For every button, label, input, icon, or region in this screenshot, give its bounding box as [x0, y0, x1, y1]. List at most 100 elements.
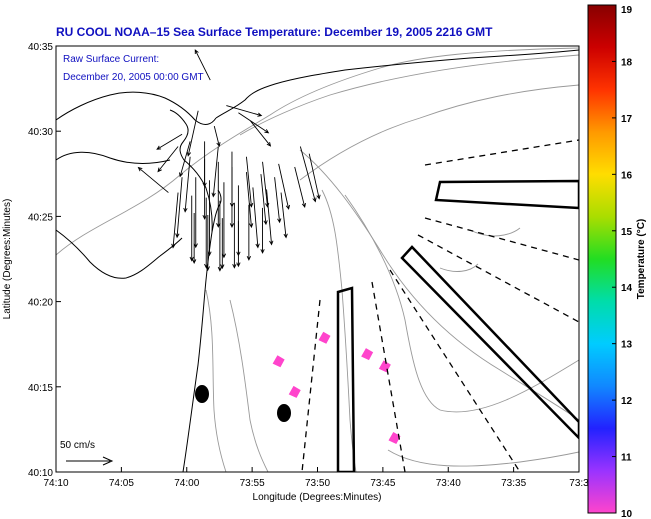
- isobath-8: [205, 289, 227, 472]
- isobath-3: [299, 84, 579, 181]
- x-tick-label: 73:35: [501, 478, 526, 489]
- sst-patches: [272, 331, 401, 444]
- current-vector-arrow: [186, 110, 199, 157]
- coastline-inland: [56, 229, 183, 279]
- black-blob-2: [277, 404, 291, 422]
- current-vector-arrow: [246, 204, 252, 261]
- isobath-1: [56, 47, 579, 256]
- x-tick-label: 73:40: [436, 478, 461, 489]
- x-tick-label: 74:05: [109, 478, 134, 489]
- x-tick-label: 73:55: [240, 478, 265, 489]
- colorbar-label: Temperature (°C): [636, 219, 647, 300]
- subtitle-line-1: Raw Surface Current:: [63, 54, 159, 65]
- current-vector-arrow: [220, 218, 225, 270]
- current-vector-arrow: [156, 133, 183, 150]
- current-vector-arrow: [175, 177, 183, 239]
- current-vector-arrow: [229, 166, 235, 229]
- x-tick-label: 73:3: [569, 478, 589, 489]
- colorbar-tick-label: 18: [621, 57, 633, 68]
- y-tick-label: 40:10: [28, 468, 53, 479]
- lane-boundary-1: [301, 299, 321, 472]
- y-tick-label: 40:25: [28, 212, 53, 223]
- colorbar-tick-label: 10: [621, 509, 633, 519]
- coastline-new-jersey: [169, 109, 213, 472]
- current-vector-arrow: [252, 187, 260, 249]
- x-tick-label: 74:00: [174, 478, 199, 489]
- current-vector-arrow: [246, 172, 254, 229]
- sst-patch: [288, 385, 301, 398]
- y-tick-label: 40:15: [28, 383, 53, 394]
- shipping-lane-hudson-canyon: [400, 245, 579, 440]
- isobath-9: [387, 449, 579, 467]
- current-vector-arrow: [192, 212, 197, 265]
- x-axis: 74:10 74:05 74:00 73:55 73:50 73:45 73:40 73:35…: [43, 467, 589, 489]
- shipping-lane-ambrose: [336, 286, 356, 472]
- sst-patch: [388, 431, 401, 444]
- colorbar-gradient: [587, 4, 617, 514]
- isobath-2: [239, 54, 579, 136]
- lane-boundary-6: [424, 217, 579, 261]
- scale-arrow-head: [102, 456, 114, 466]
- current-vector-arrow: [278, 163, 290, 210]
- colorbar-tick-label: 11: [621, 453, 632, 464]
- current-vectors: [137, 49, 321, 272]
- current-vector-arrow: [262, 161, 270, 208]
- current-vector-arrow: [266, 189, 274, 246]
- lane-boundary-5: [424, 139, 579, 166]
- scale-label: 50 cm/s: [60, 440, 95, 451]
- eddy-markers: [195, 385, 291, 422]
- current-vector-arrow: [171, 192, 179, 249]
- current-vector-arrow: [246, 156, 254, 208]
- isobath-10: [439, 227, 521, 272]
- colorbar-tick-label: 13: [621, 340, 633, 351]
- isobath-6: [344, 194, 579, 413]
- scale-legend: 50 cm/s: [60, 440, 114, 466]
- colorbar-tick-label: 12: [621, 396, 633, 407]
- y-axis: 40:35 40:30 40:25 40:20 40:15 40:10: [28, 42, 61, 479]
- current-vector-arrow: [217, 200, 223, 272]
- current-vector-arrow: [250, 120, 272, 147]
- bathymetry-contours: [56, 47, 579, 472]
- colorbar-tick-label: 14: [621, 283, 633, 294]
- shipping-lanes: [301, 139, 579, 472]
- subtitle-line-2: December 20, 2005 00:00 GMT: [63, 72, 204, 83]
- colorbar-ticks: 19 18 17 16 15 14 13 12 11 10: [612, 4, 633, 519]
- current-vector-arrow: [299, 146, 317, 203]
- current-vector-arrow: [236, 221, 241, 268]
- colorbar-tick-label: 19: [621, 5, 633, 16]
- current-vector-arrow: [194, 49, 211, 81]
- y-tick-label: 40:35: [28, 42, 53, 53]
- current-vector-arrow: [226, 105, 263, 117]
- colorbar-tick-label: 17: [621, 114, 633, 125]
- current-vector-arrow: [211, 146, 219, 198]
- x-tick-label: 74:10: [43, 478, 68, 489]
- sst-patch: [318, 331, 331, 344]
- colorbar-tick-label: 16: [621, 170, 633, 181]
- current-vector-arrow: [238, 112, 270, 134]
- x-tick-label: 73:45: [370, 478, 395, 489]
- current-vector-arrow: [183, 156, 191, 213]
- coastline-brooklyn: [215, 49, 579, 119]
- colorbar-tick-label: 15: [621, 227, 633, 238]
- map-layers: [56, 47, 579, 472]
- current-vector-arrow: [280, 192, 288, 239]
- current-vector-arrow: [260, 174, 268, 226]
- sst-patch: [272, 355, 285, 368]
- current-vector-arrow: [213, 125, 221, 148]
- current-vector-arrow: [157, 146, 179, 173]
- colorbar: 19 18 17 16 15 14 13 12 11 10 Temperature (°C): [587, 4, 647, 519]
- current-vector-arrow: [294, 166, 306, 208]
- black-blob-1: [195, 385, 209, 403]
- current-vector-arrow: [189, 195, 194, 262]
- y-tick-label: 40:20: [28, 298, 53, 309]
- isobath-5: [299, 149, 579, 421]
- shipping-lane-nantucket: [434, 179, 579, 210]
- x-axis-label: Longitude (Degrees:Minutes): [253, 492, 382, 503]
- sst-patch: [361, 348, 374, 361]
- current-vector-arrow: [205, 215, 210, 272]
- current-vector-arrow: [179, 141, 191, 178]
- current-vector-arrow: [232, 202, 237, 269]
- lane-boundary-3: [389, 269, 521, 472]
- x-tick-label: 73:50: [305, 478, 330, 489]
